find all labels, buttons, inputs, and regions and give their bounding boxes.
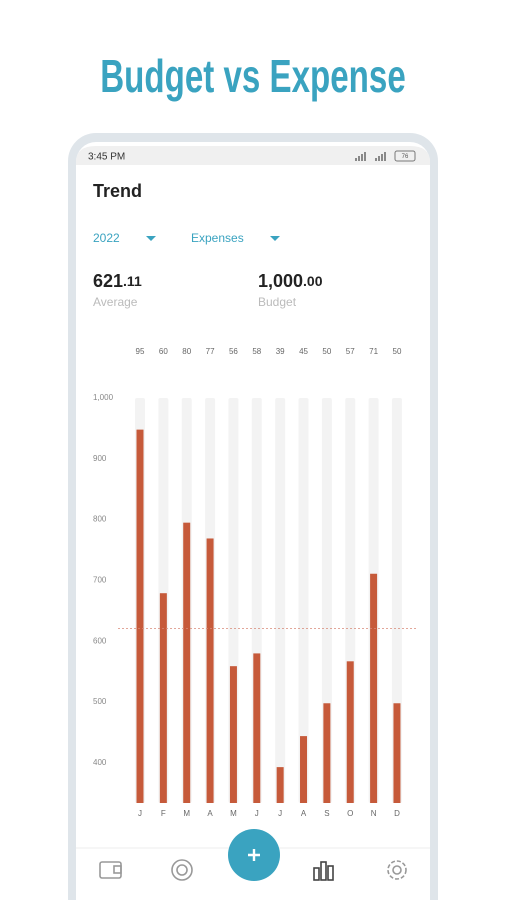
trend-chart: 1,000 900 800 700 600 500 400 95 J 60 F 80 M 77 A 56 M 58…: [93, 347, 418, 818]
promo-title: Budget vs Expense: [100, 52, 406, 102]
bar: [183, 522, 191, 803]
y-tick-label: 700: [93, 576, 107, 585]
x-tick-label: N: [371, 809, 377, 818]
bar: [136, 429, 144, 803]
bar-track: [275, 398, 286, 803]
bar-caption: 77: [206, 347, 215, 356]
bar-caption: 57: [346, 347, 355, 356]
budget-value: 1,000.00: [258, 271, 323, 291]
bar: [323, 703, 331, 803]
battery-level: 76: [402, 154, 409, 160]
bar-caption: 50: [322, 347, 331, 356]
y-tick-label: 400: [93, 758, 107, 767]
average-whole: 621: [93, 271, 123, 291]
bar: [253, 653, 261, 803]
kind-dropdown[interactable]: Expenses: [191, 231, 244, 245]
stats-tab[interactable]: [171, 859, 193, 881]
bar-track: [391, 398, 402, 803]
status-time: 3:45 PM: [88, 152, 125, 163]
x-tick-label: S: [324, 809, 329, 818]
bar: [393, 703, 401, 803]
bar-track: [321, 398, 332, 803]
bar: [159, 593, 167, 803]
dropdown-arrow[interactable]: [270, 236, 280, 241]
x-tick-label: M: [230, 809, 237, 818]
budget-fraction: .00: [303, 273, 323, 289]
bar-caption: 45: [299, 347, 308, 356]
average-value: 621.11: [93, 271, 142, 291]
bar: [300, 736, 308, 803]
screen-heading: Trend: [93, 181, 142, 201]
y-tick-label: 1,000: [93, 393, 114, 402]
budget-whole: 1,000: [258, 271, 303, 291]
budget-label: Budget: [258, 295, 297, 309]
trend-tab[interactable]: [313, 861, 334, 881]
x-tick-label: A: [301, 809, 307, 818]
x-tick-label: O: [347, 809, 353, 818]
status-bar: [76, 146, 430, 165]
bar-caption: 60: [159, 347, 168, 356]
bar: [346, 661, 354, 803]
y-tick-label: 900: [93, 454, 107, 463]
x-tick-label: J: [278, 809, 282, 818]
bar-caption: 80: [182, 347, 191, 356]
x-tick-label: D: [394, 809, 400, 818]
battery-icon: [394, 150, 416, 162]
wallet-tab[interactable]: [99, 861, 122, 879]
bar: [206, 538, 214, 803]
y-tick-label: 600: [93, 636, 107, 645]
bar-track: [298, 398, 309, 803]
x-tick-label: F: [161, 809, 166, 818]
y-tick-label: 800: [93, 515, 107, 524]
bar: [370, 573, 378, 803]
average-label: Average: [93, 295, 138, 309]
x-tick-label: J: [255, 809, 259, 818]
dropdown-arrow[interactable]: [146, 236, 156, 241]
bar-caption: 39: [276, 347, 285, 356]
bar-caption: 58: [252, 347, 261, 356]
settings-tab[interactable]: [387, 860, 407, 880]
bar-caption: 71: [369, 347, 378, 356]
bottom-nav: [99, 859, 407, 881]
y-tick-label: 500: [93, 697, 107, 706]
bar-caption: 95: [136, 347, 145, 356]
average-fraction: .11: [123, 273, 142, 289]
bar-caption: 56: [229, 347, 238, 356]
add-icon[interactable]: [248, 849, 260, 861]
x-tick-label: A: [207, 809, 213, 818]
bar: [276, 767, 284, 803]
x-tick-label: M: [183, 809, 190, 818]
signal-icons: [355, 152, 386, 161]
bar: [229, 666, 237, 803]
x-tick-label: J: [138, 809, 142, 818]
year-dropdown[interactable]: 2022: [93, 231, 120, 245]
bar-caption: 50: [393, 347, 402, 356]
